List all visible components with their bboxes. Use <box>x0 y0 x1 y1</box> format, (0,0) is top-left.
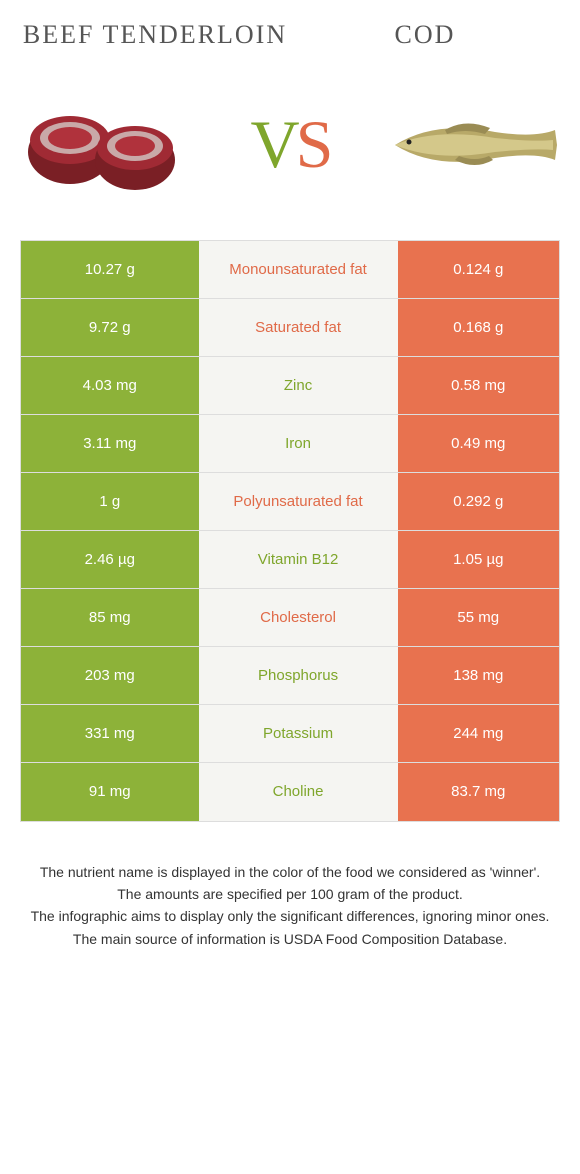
value-right: 1.05 µg <box>398 531 559 588</box>
table-row: 85 mgCholesterol55 mg <box>21 589 559 647</box>
value-left: 10.27 g <box>21 241 199 298</box>
value-left: 85 mg <box>21 589 199 646</box>
nutrient-label: Polyunsaturated fat <box>199 473 398 530</box>
value-left: 91 mg <box>21 763 199 821</box>
table-row: 9.72 gSaturated fat0.168 g <box>21 299 559 357</box>
value-right: 244 mg <box>398 705 559 762</box>
footer-notes: The nutrient name is displayed in the co… <box>0 852 580 949</box>
table-row: 2.46 µgVitamin B121.05 µg <box>21 531 559 589</box>
cod-image <box>385 90 565 200</box>
nutrient-label: Iron <box>199 415 398 472</box>
nutrient-label: Saturated fat <box>199 299 398 356</box>
footer-line: The infographic aims to display only the… <box>30 906 550 926</box>
nutrient-label: Zinc <box>199 357 398 414</box>
nutrient-label: Cholesterol <box>199 589 398 646</box>
table-row: 1 gPolyunsaturated fat0.292 g <box>21 473 559 531</box>
value-left: 9.72 g <box>21 299 199 356</box>
table-row: 4.03 mgZinc0.58 mg <box>21 357 559 415</box>
value-right: 0.49 mg <box>398 415 559 472</box>
value-left: 2.46 µg <box>21 531 199 588</box>
value-left: 331 mg <box>21 705 199 762</box>
nutrient-label: Choline <box>199 763 398 821</box>
nutrient-label: Phosphorus <box>199 647 398 704</box>
footer-line: The nutrient name is displayed in the co… <box>30 862 550 882</box>
nutrient-label: Vitamin B12 <box>199 531 398 588</box>
title-left: Beef tenderloin <box>20 20 290 50</box>
value-right: 0.124 g <box>398 241 559 298</box>
table-row: 203 mgPhosphorus138 mg <box>21 647 559 705</box>
table-row: 91 mgCholine83.7 mg <box>21 763 559 821</box>
value-left: 203 mg <box>21 647 199 704</box>
footer-line: The amounts are specified per 100 gram o… <box>30 884 550 904</box>
value-right: 0.58 mg <box>398 357 559 414</box>
value-right: 55 mg <box>398 589 559 646</box>
titles-row: Beef tenderloin Cod <box>0 0 580 60</box>
value-left: 3.11 mg <box>21 415 199 472</box>
value-right: 0.292 g <box>398 473 559 530</box>
table-row: 10.27 gMonounsaturated fat0.124 g <box>21 241 559 299</box>
table-row: 3.11 mgIron0.49 mg <box>21 415 559 473</box>
value-right: 0.168 g <box>398 299 559 356</box>
value-left: 4.03 mg <box>21 357 199 414</box>
title-right: Cod <box>290 20 560 50</box>
nutrient-label: Potassium <box>199 705 398 762</box>
table-row: 331 mgPotassium244 mg <box>21 705 559 763</box>
footer-line: The main source of information is USDA F… <box>30 929 550 949</box>
nutrient-label: Monounsaturated fat <box>199 241 398 298</box>
value-right: 83.7 mg <box>398 763 559 821</box>
vs-row: VS <box>0 60 580 240</box>
value-right: 138 mg <box>398 647 559 704</box>
vs-v: V <box>251 106 296 182</box>
vs-s: S <box>296 106 330 182</box>
nutrient-table: 10.27 gMonounsaturated fat0.124 g9.72 gS… <box>20 240 560 822</box>
beef-image <box>15 90 195 200</box>
vs-label: VS <box>251 105 330 184</box>
value-left: 1 g <box>21 473 199 530</box>
